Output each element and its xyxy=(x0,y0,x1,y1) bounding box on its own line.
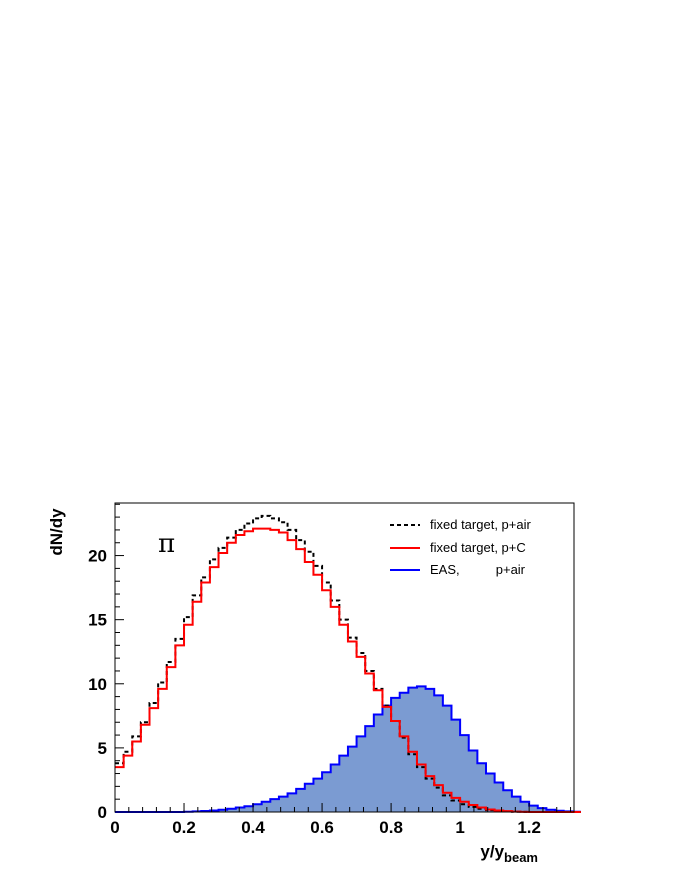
series-line-p-c-fixed xyxy=(115,527,581,813)
y-tick-label: 15 xyxy=(88,611,107,630)
series-line-eas xyxy=(115,685,581,813)
y-tick-label: 0 xyxy=(98,803,107,822)
y-axis-title: dN/dy xyxy=(47,508,66,556)
axis-ticks xyxy=(114,503,572,813)
legend-label-p-air-fixed: fixed target, p+air xyxy=(430,517,531,532)
x-tick-label: 1.2 xyxy=(517,818,541,837)
x-tick-label: 0.2 xyxy=(172,818,196,837)
y-tick-label: 10 xyxy=(88,675,107,694)
legend: fixed target, p+air fixed target, p+C EA… xyxy=(390,517,531,577)
y-tick-label: 20 xyxy=(88,547,107,566)
x-axis-title: y/ybeam xyxy=(480,842,538,865)
plot-frame xyxy=(114,502,575,813)
particle-annotation: π xyxy=(158,529,175,559)
x-tick-label: 0.6 xyxy=(310,818,334,837)
x-tick-label: 0.8 xyxy=(379,818,403,837)
x-tick-label: 0 xyxy=(110,818,119,837)
tick-labels: 0 0.2 0.4 0.6 0.8 1 1.2 0 5 10 15 20 xyxy=(88,547,541,837)
x-axis-title-main: y/y xyxy=(480,842,504,861)
y-tick-label: 5 xyxy=(98,739,107,758)
x-tick-label: 1 xyxy=(455,818,464,837)
x-tick-label: 0.4 xyxy=(241,818,265,837)
x-axis-title-subscript: beam xyxy=(504,850,538,865)
legend-label-eas: EAS, p+air xyxy=(430,562,526,577)
legend-label-p-c-fixed: fixed target, p+C xyxy=(430,540,526,555)
histogram-layer xyxy=(115,514,581,813)
